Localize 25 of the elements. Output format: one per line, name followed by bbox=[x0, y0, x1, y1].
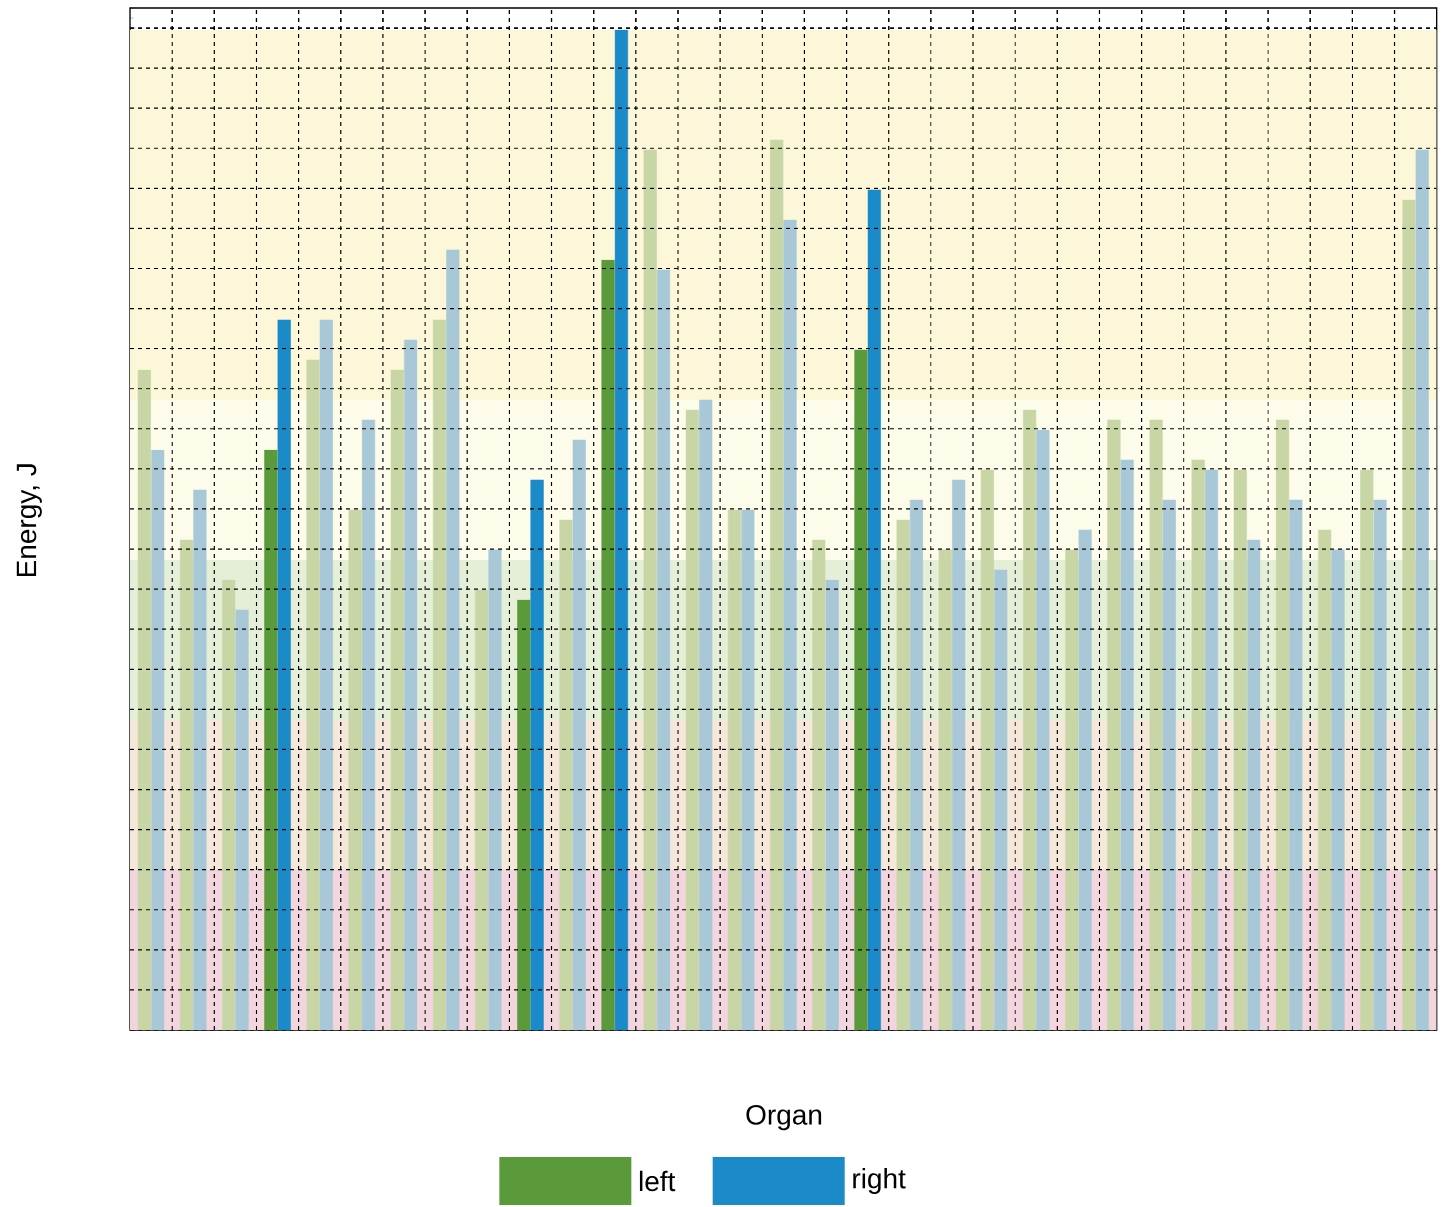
bar bbox=[264, 449, 278, 1030]
y-axis-title: Energy, J bbox=[16, 464, 42, 577]
bar bbox=[1191, 459, 1205, 1030]
bar bbox=[685, 409, 699, 1030]
bar bbox=[783, 219, 797, 1030]
bar bbox=[854, 349, 868, 1030]
bar bbox=[530, 479, 544, 1030]
bar bbox=[517, 599, 531, 1030]
bar bbox=[1331, 549, 1345, 1030]
legend-label: right bbox=[853, 1167, 906, 1195]
bar bbox=[938, 549, 952, 1030]
bar bbox=[1022, 409, 1037, 1030]
bar bbox=[446, 249, 460, 1030]
bar bbox=[361, 419, 376, 1030]
bar bbox=[770, 139, 784, 1030]
legend-title: Organ bbox=[746, 1104, 822, 1131]
bar bbox=[1107, 419, 1121, 1030]
bar bbox=[1275, 419, 1290, 1030]
legend-label: left bbox=[639, 1170, 676, 1192]
bar bbox=[952, 479, 966, 1030]
bar bbox=[179, 539, 194, 1030]
bar bbox=[614, 29, 629, 1030]
bar bbox=[867, 189, 881, 1030]
bar bbox=[699, 399, 713, 1030]
bar bbox=[601, 259, 615, 1030]
